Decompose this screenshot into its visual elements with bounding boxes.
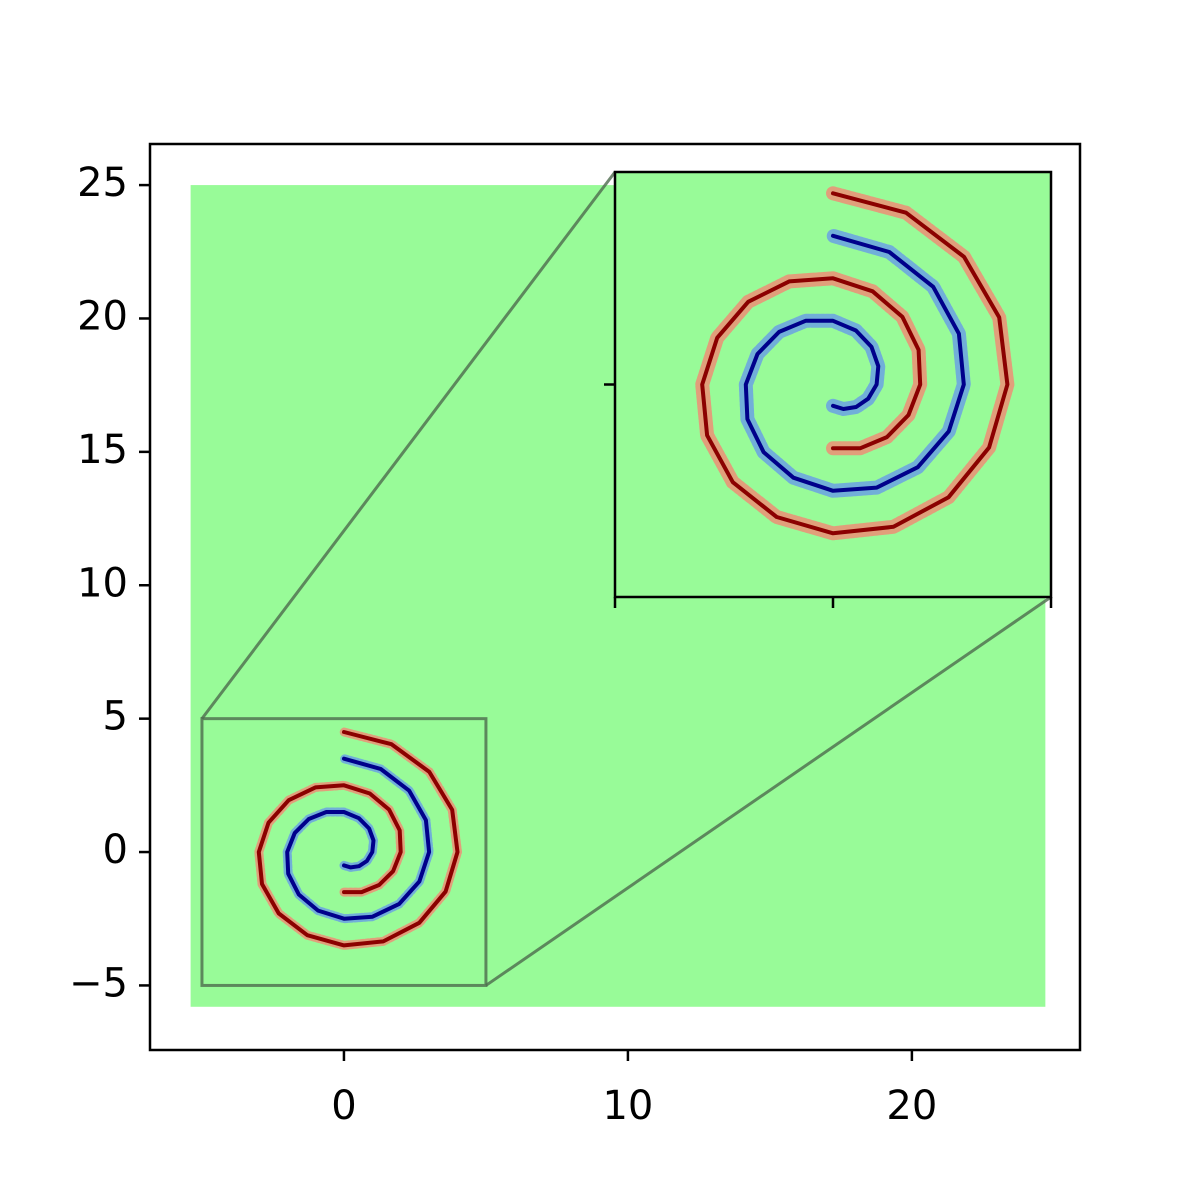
y-tick-label: 5 xyxy=(103,694,128,740)
axes-frame xyxy=(148,142,1082,1052)
frames: 0 10 20 −5 0 5 10 15 20 25 xyxy=(69,142,1082,1129)
y-tick-label: 15 xyxy=(77,427,128,473)
x-tick-label: 10 xyxy=(602,1083,653,1129)
y-tick-label: 10 xyxy=(77,560,128,606)
zoom-connector xyxy=(485,595,1052,987)
x-tick-label: 0 xyxy=(331,1083,356,1129)
y-tick-label: 20 xyxy=(77,293,128,339)
inset-plot-area xyxy=(615,172,1051,597)
spiral-line xyxy=(285,756,432,921)
spiral-line xyxy=(700,191,1010,536)
y-tick-label: −5 xyxy=(69,960,128,1006)
y-tick-label: 0 xyxy=(103,827,128,873)
y-tick-label: 25 xyxy=(77,160,128,206)
zoom-connector xyxy=(200,171,617,720)
spiral-line xyxy=(256,730,460,948)
spiral-line xyxy=(743,233,966,493)
overlay xyxy=(200,171,1052,987)
zoom-box xyxy=(200,717,488,987)
x-tick-label: 20 xyxy=(886,1083,937,1129)
